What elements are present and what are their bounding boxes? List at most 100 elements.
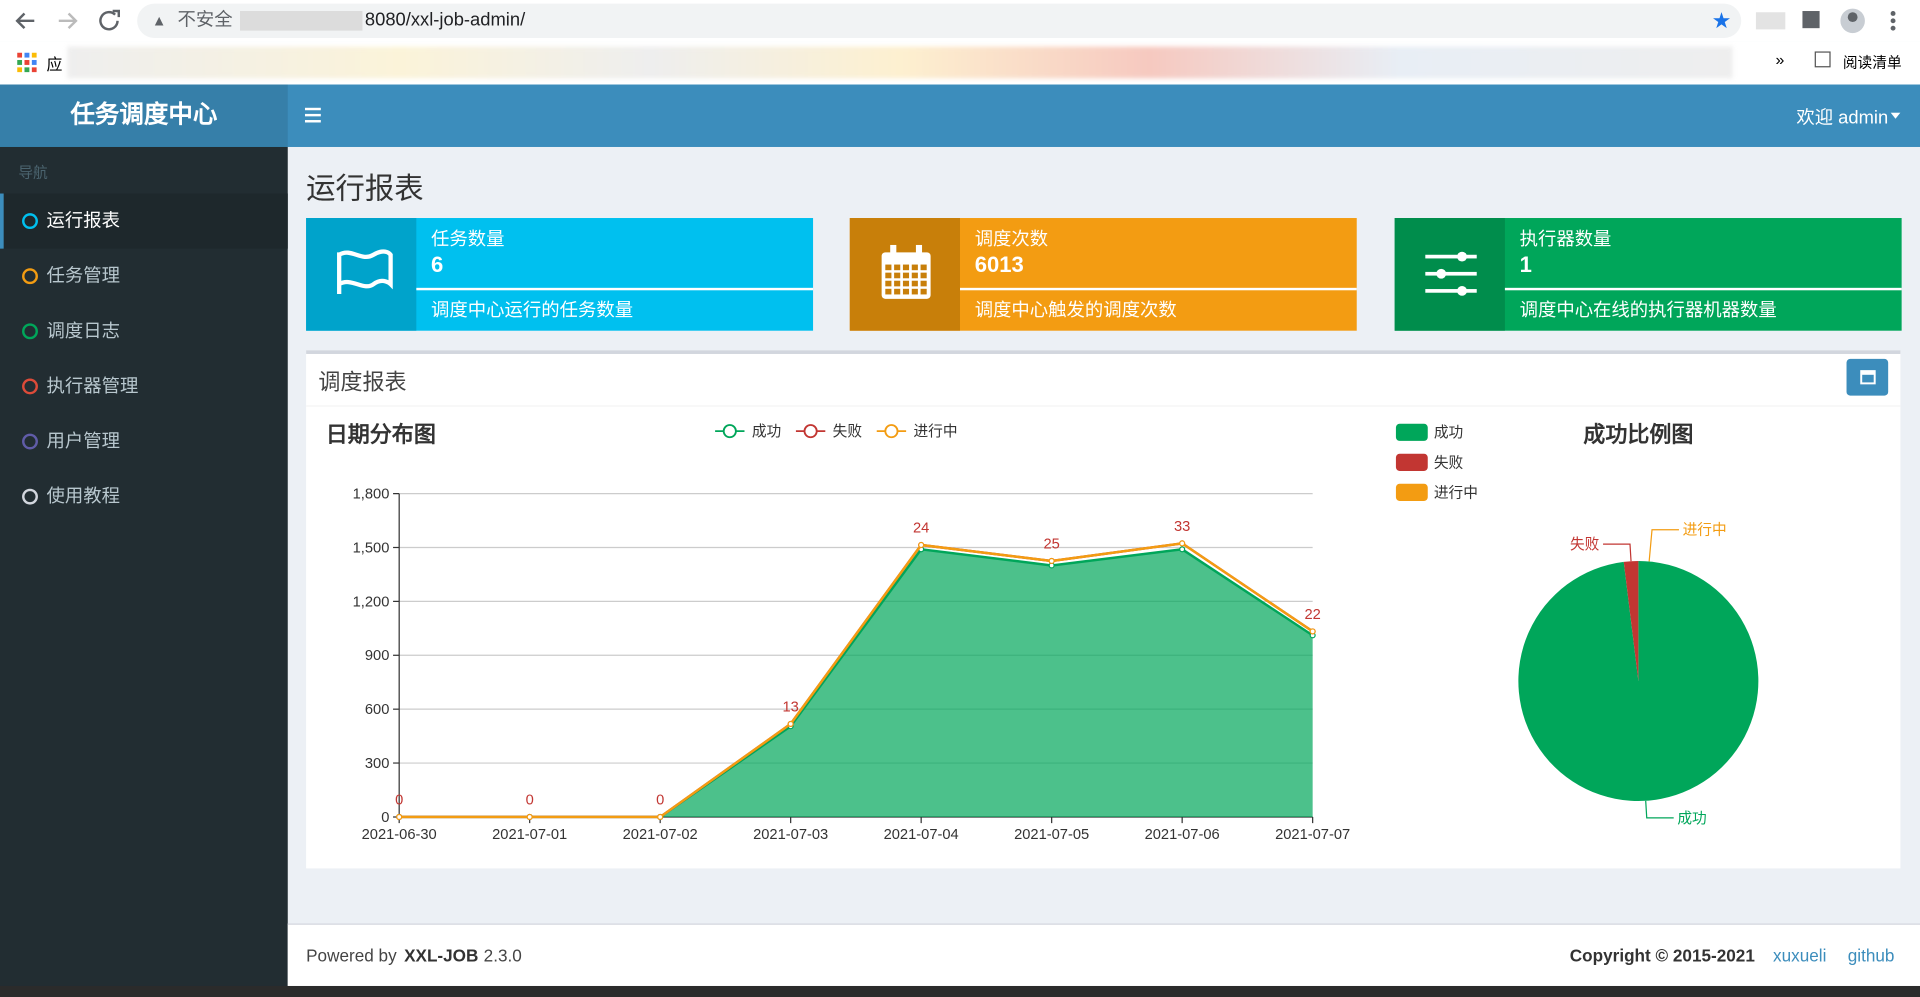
logo[interactable]: 任务调度中心 [0, 84, 288, 147]
info-title: 任务数量 [431, 229, 505, 250]
area [399, 549, 1313, 817]
info-desc: 调度中心运行的任务数量 [431, 300, 634, 321]
date-picker-button[interactable] [1846, 358, 1889, 396]
info-desc: 调度中心在线的执行器机器数量 [1519, 300, 1777, 321]
author-link[interactable]: xuxueli [1773, 945, 1827, 966]
y-tick-label: 600 [365, 702, 390, 718]
browser-icons [1755, 8, 1896, 34]
legend-swatch [1395, 423, 1428, 441]
menu-item[interactable]: 使用教程 [0, 469, 288, 524]
pie-slice [1623, 560, 1639, 681]
menu-label: 使用教程 [46, 486, 121, 508]
data-label: 22 [1304, 607, 1320, 623]
info-number: 6013 [974, 252, 1024, 277]
info-number: 1 [1519, 252, 1532, 277]
menu-icon [22, 268, 38, 285]
menu-item[interactable]: 执行器管理 [0, 359, 288, 414]
y-tick-label: 1,200 [353, 594, 390, 610]
menu-icon [22, 433, 38, 450]
app-header: 任务调度中心 欢迎 admin [0, 84, 1920, 147]
data-label: 0 [526, 793, 534, 809]
nav-buttons [15, 9, 121, 31]
icon [881, 244, 931, 299]
info-title: 调度次数 [974, 229, 1049, 250]
security-label: 不安全 [177, 9, 233, 31]
progress-line [1504, 287, 1902, 291]
github-link[interactable]: github [1847, 945, 1895, 966]
pie-label: 进行中 [1683, 522, 1727, 539]
info-box-icon [306, 218, 417, 331]
data-label: 25 [1043, 537, 1059, 553]
x-tick-label: 2021-06-30 [362, 827, 437, 843]
info-box: 执行器数量 1 调度中心在线的执行器机器数量 [1394, 218, 1902, 331]
legend-marker [803, 424, 818, 439]
data-label: 24 [913, 521, 929, 537]
legend-label: 成功 [1434, 424, 1463, 441]
footer: Powered by XXL-JOB 2.3.0 Copyright © 201… [287, 923, 1920, 988]
x-tick-label: 2021-07-07 [1275, 827, 1350, 843]
progress-line [416, 287, 814, 291]
blurred-bookmarks [67, 46, 1733, 79]
address-bar[interactable]: ▲ 不安全 8080/xxl-job-admin/ ★ [137, 3, 1742, 38]
point [787, 720, 794, 727]
point [526, 813, 533, 821]
y-tick-label: 0 [381, 810, 389, 826]
pie-slice [1518, 560, 1759, 802]
sidebar-toggle[interactable] [304, 107, 322, 124]
bookmarks-more[interactable]: » [1775, 50, 1785, 69]
menu-label: 调度日志 [46, 320, 121, 342]
x-tick-label: 2021-07-01 [492, 827, 567, 843]
bookmarks-bar: 应 » 阅读清单 [0, 41, 1920, 86]
y-tick-label: 1,500 [353, 540, 390, 556]
series-line [399, 542, 1314, 819]
x-tick-label: 2021-07-05 [1014, 827, 1089, 843]
y-tick-label: 1,800 [353, 487, 390, 503]
menu-icon [22, 213, 38, 230]
legend-swatch [1395, 453, 1428, 471]
menu-item[interactable]: 用户管理 [0, 414, 288, 469]
info-number: 6 [431, 252, 444, 277]
menu-item[interactable]: 任务管理 [0, 249, 288, 304]
info-title: 执行器数量 [1519, 229, 1612, 250]
page-title: 运行报表 [306, 172, 424, 206]
sidebar: 导航 运行报表任务管理调度日志执行器管理用户管理使用教程 [0, 146, 288, 997]
info-box-icon [849, 218, 961, 331]
menu-label: 运行报表 [46, 210, 121, 232]
user-menu[interactable]: 欢迎 admin [1796, 107, 1889, 129]
menu-item[interactable]: 调度日志 [0, 304, 288, 359]
panel-title: 调度报表 [318, 369, 407, 395]
point [657, 813, 664, 821]
url-text: 8080/xxl-job-admin/ [364, 9, 526, 31]
legend-label: 失败 [1434, 454, 1464, 471]
progress-line [960, 287, 1357, 291]
icon [337, 249, 393, 294]
copyright: Copyright © 2015-2021 [1569, 945, 1755, 966]
pie-leader [1648, 529, 1679, 562]
point [1179, 546, 1186, 553]
apps-icon [17, 52, 37, 73]
menu-label: 任务管理 [46, 265, 121, 287]
nav-header: 导航 [18, 164, 48, 182]
product-name: XXL-JOB [404, 945, 479, 966]
menu-item[interactable]: 运行报表 [0, 193, 288, 249]
info-box: 任务数量 6 调度中心运行的任务数量 [306, 218, 814, 331]
version: 2.3.0 [483, 945, 522, 966]
point [1048, 557, 1055, 565]
menu-label: 用户管理 [46, 431, 121, 452]
data-label: 33 [1174, 519, 1190, 535]
point [396, 813, 403, 821]
pie-label: 失败 [1570, 536, 1600, 553]
reading-list[interactable]: 阅读清单 [1842, 53, 1902, 72]
caret [1890, 112, 1901, 119]
taskbar [0, 985, 1920, 997]
menu-label: 执行器管理 [46, 376, 139, 397]
apps-label: 应 [46, 55, 63, 74]
point [1309, 628, 1316, 635]
y-tick-label: 900 [365, 648, 390, 664]
menu-icon [22, 323, 38, 340]
legend-label: 进行中 [913, 423, 957, 440]
x-tick-label: 2021-07-06 [1145, 827, 1220, 843]
x-tick-label: 2021-07-02 [623, 827, 698, 843]
